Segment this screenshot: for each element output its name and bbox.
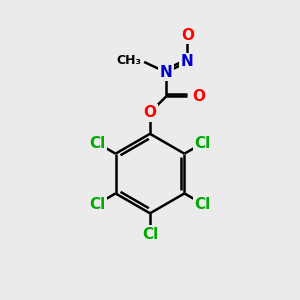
- Text: CH₃: CH₃: [117, 54, 142, 67]
- Text: O: O: [143, 105, 157, 120]
- Text: N: N: [181, 55, 194, 70]
- Text: Cl: Cl: [89, 196, 105, 211]
- Text: Cl: Cl: [142, 227, 158, 242]
- Text: Cl: Cl: [195, 196, 211, 211]
- Text: O: O: [181, 28, 194, 43]
- Text: Cl: Cl: [195, 136, 211, 151]
- Text: N: N: [160, 65, 172, 80]
- Text: Cl: Cl: [89, 136, 105, 151]
- Text: O: O: [192, 89, 205, 104]
